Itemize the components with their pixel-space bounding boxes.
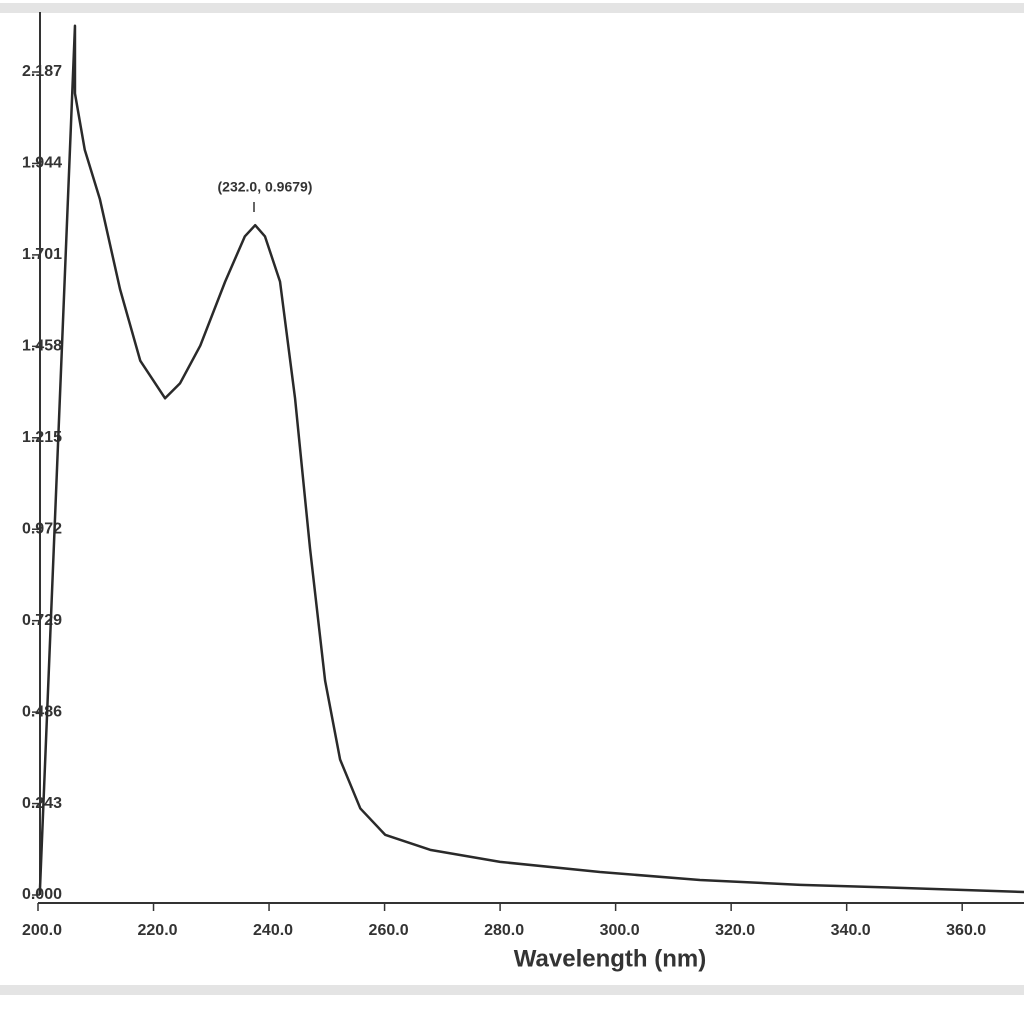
x-tick-label: 240.0 — [253, 922, 293, 939]
x-tick-label: 220.0 — [138, 922, 178, 939]
x-tick-label: 300.0 — [600, 922, 640, 939]
y-tick-label: 0.243 — [22, 795, 62, 812]
y-tick-label: 1.944 — [22, 155, 62, 172]
frame — [0, 3, 1024, 995]
x-tick-label: 260.0 — [369, 922, 409, 939]
y-tick-label: 1.701 — [22, 246, 62, 263]
y-tick-label: 0.729 — [22, 612, 62, 629]
x-axis-label: Wavelength (nm) — [514, 945, 706, 972]
x-tick-label: 320.0 — [715, 922, 755, 939]
y-tick-label: 1.215 — [22, 429, 62, 446]
y-tick-label: 0.000 — [22, 886, 62, 903]
y-tick-label: 0.486 — [22, 703, 62, 720]
y-tick-label: 1.458 — [22, 338, 62, 355]
x-tick-label: 360.0 — [946, 922, 986, 939]
x-tick-label: 280.0 — [484, 922, 524, 939]
y-tick-label: 0.972 — [22, 520, 62, 537]
x-tick-label: 340.0 — [831, 922, 871, 939]
spectrum-line — [38, 24, 1024, 896]
y-tick-label: 2.187 — [22, 63, 62, 80]
annotation: (232.0, 0.9679) — [218, 179, 313, 195]
x-tick-label: 200.0 — [22, 922, 62, 939]
